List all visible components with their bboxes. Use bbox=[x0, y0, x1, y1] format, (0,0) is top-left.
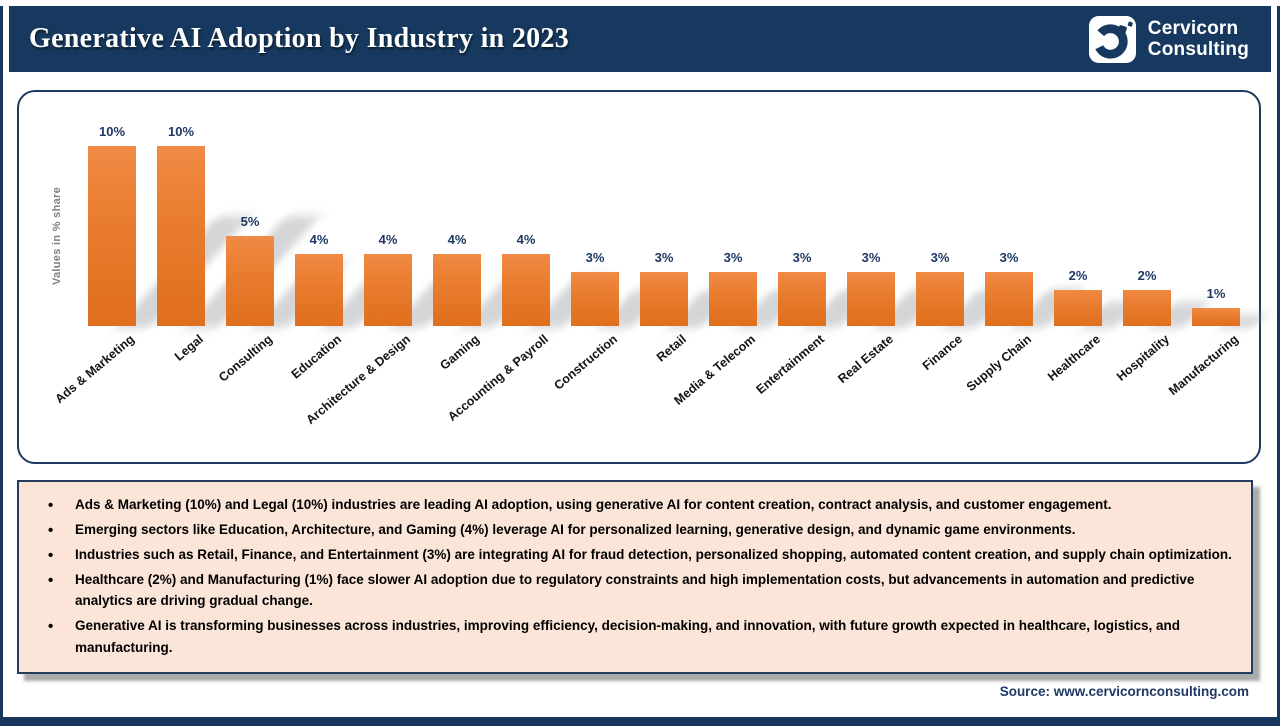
bar-value-label: 4% bbox=[378, 232, 398, 247]
bar bbox=[1054, 290, 1102, 326]
bar-value-label: 10% bbox=[98, 124, 126, 139]
category-label: Real Estate bbox=[835, 332, 896, 387]
bar-column: 4% Architecture & Design bbox=[303, 92, 473, 427]
bar-value-label: 1% bbox=[1206, 286, 1226, 301]
bar-column: 4% Education bbox=[289, 92, 404, 382]
bar-value-label: 3% bbox=[861, 250, 881, 265]
bar-column: 4% Accounting & Payroll bbox=[445, 92, 611, 424]
bar-column: 3% Real Estate bbox=[835, 92, 945, 386]
category-label: Retail bbox=[653, 332, 689, 365]
category-label: Supply Chain bbox=[963, 332, 1034, 395]
brand-name-line1: Cervicorn bbox=[1147, 17, 1239, 39]
brand-name: Cervicorn Consulting bbox=[1148, 18, 1249, 61]
bar-column: 3% Supply Chain bbox=[964, 92, 1083, 394]
header-bar: Generative AI Adoption by Industry in 20… bbox=[9, 6, 1271, 72]
brand-name-line2: Consulting bbox=[1147, 39, 1249, 60]
bar-value-label: 2% bbox=[1068, 268, 1088, 283]
source-note: Source: www.cervicornconsulting.com bbox=[999, 684, 1249, 700]
category-label: Gaming bbox=[437, 332, 482, 373]
insight-item: Ads & Marketing (10%) and Legal (10%) in… bbox=[35, 494, 1235, 518]
bar-value-label: 3% bbox=[654, 250, 674, 265]
category-label: Consulting bbox=[216, 332, 275, 385]
bar-value-label: 3% bbox=[723, 250, 743, 265]
bar-column: 3% Media & Telecom bbox=[671, 92, 807, 408]
insight-item: Generative AI is transforming businesses… bbox=[35, 615, 1235, 659]
bar-column: 3% Finance bbox=[916, 92, 1014, 373]
bar-value-label: 4% bbox=[516, 232, 536, 247]
insights-list: Ads & Marketing (10%) and Legal (10%) in… bbox=[35, 494, 1235, 659]
category-label: Manufacturing bbox=[1166, 332, 1241, 399]
bar-value-label: 10% bbox=[167, 124, 195, 139]
bar bbox=[916, 272, 964, 326]
infographic-page: { "header": { "title": "Generative AI Ad… bbox=[0, 6, 1280, 726]
bar-value-label: 3% bbox=[792, 250, 812, 265]
cervicorn-logo-icon bbox=[1088, 15, 1136, 63]
bar-value-label: 4% bbox=[309, 232, 329, 247]
chart-panel: Values in % share 10% Ads & Marketing 10% L… bbox=[17, 90, 1266, 464]
bar-column: 3% Entertainment bbox=[754, 92, 876, 397]
bar bbox=[1123, 290, 1171, 326]
bar bbox=[88, 146, 136, 326]
bar-column: 1% Manufacturing bbox=[1166, 92, 1266, 398]
category-label: Education bbox=[288, 332, 344, 382]
category-label: Architecture & Design bbox=[303, 332, 413, 428]
bar-value-label: 4% bbox=[447, 232, 467, 247]
bar-value-label: 3% bbox=[930, 250, 950, 265]
insight-item: Industries such as Retail, Finance, and … bbox=[35, 544, 1235, 568]
bar bbox=[157, 146, 205, 326]
bar-column: 10% Legal bbox=[157, 92, 320, 364]
bar bbox=[502, 254, 550, 326]
category-label: Entertainment bbox=[753, 332, 827, 397]
bar-column: 4% Gaming bbox=[433, 92, 542, 373]
insight-item: Emerging sectors like Education, Archite… bbox=[35, 519, 1235, 543]
plot-area: 10% Ads & Marketing 10% Legal 5% Consulting 4%… bbox=[19, 92, 1266, 462]
bar bbox=[709, 272, 757, 326]
bar-value-label: 3% bbox=[585, 250, 605, 265]
bar-value-label: 3% bbox=[999, 250, 1019, 265]
category-label: Ads & Marketing bbox=[52, 332, 137, 407]
bar bbox=[640, 272, 688, 326]
bar-column: 10% Ads & Marketing bbox=[52, 92, 251, 406]
bar-column: 2% Healthcare bbox=[1045, 92, 1140, 384]
bar bbox=[1192, 308, 1240, 326]
category-label: Construction bbox=[551, 332, 620, 393]
bar-column: 5% Consulting bbox=[216, 92, 347, 385]
category-label: Healthcare bbox=[1045, 332, 1103, 384]
insight-item: Healthcare (2%) and Manufacturing (1%) f… bbox=[35, 569, 1235, 613]
bar-value-label: 2% bbox=[1137, 268, 1157, 283]
bar-column: 3% Retail bbox=[640, 92, 738, 365]
insights-panel: Ads & Marketing (10%) and Legal (10%) in… bbox=[17, 480, 1253, 675]
bar bbox=[985, 272, 1033, 326]
bar bbox=[778, 272, 826, 326]
bar bbox=[364, 254, 412, 326]
category-label: Accounting & Payroll bbox=[445, 332, 551, 424]
bar-column: 2% Hospitality bbox=[1114, 92, 1209, 384]
bar bbox=[295, 254, 343, 326]
bar bbox=[226, 236, 274, 326]
category-label: Hospitality bbox=[1114, 332, 1172, 384]
bar-value-label: 5% bbox=[240, 214, 260, 229]
bar bbox=[571, 272, 619, 326]
bar bbox=[433, 254, 481, 326]
bar-column: 3% Construction bbox=[551, 92, 669, 393]
category-label: Media & Telecom bbox=[671, 332, 758, 408]
page-title: Generative AI Adoption by Industry in 20… bbox=[29, 23, 570, 54]
brand-logo: Cervicorn Consulting bbox=[1088, 15, 1249, 63]
category-label: Finance bbox=[919, 332, 965, 374]
category-label: Legal bbox=[171, 332, 206, 364]
bar bbox=[847, 272, 895, 326]
